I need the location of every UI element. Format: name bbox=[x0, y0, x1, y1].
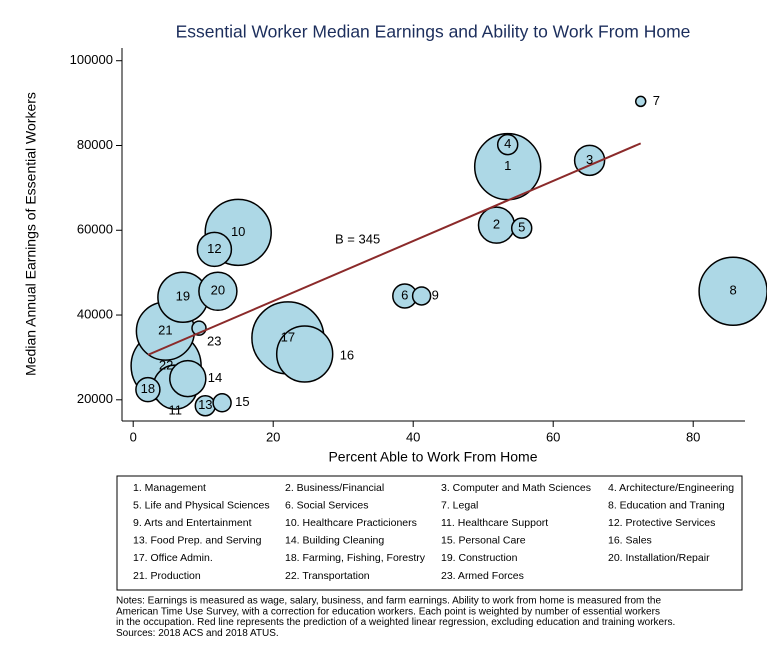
x-axis-title: Percent Able to Work From Home bbox=[328, 449, 537, 465]
legend-entry: 1. Management bbox=[133, 482, 206, 494]
legend-entry: 9. Arts and Entertainment bbox=[133, 517, 252, 529]
point-label: 21 bbox=[158, 323, 172, 338]
legend-entry: 3. Computer and Math Sciences bbox=[441, 482, 591, 494]
point-label: 10 bbox=[231, 224, 245, 239]
x-tick-label: 80 bbox=[686, 429, 700, 444]
bubble bbox=[510, 217, 533, 239]
y-tick-label: 80000 bbox=[77, 137, 113, 152]
bubble bbox=[196, 231, 233, 268]
legend-entry: 13. Food Prep. and Serving bbox=[133, 535, 262, 547]
legend-entry: 2. Business/Financial bbox=[285, 482, 384, 494]
point-label: 16 bbox=[340, 347, 354, 362]
point-label: 7 bbox=[653, 93, 660, 108]
x-tick-label: 60 bbox=[546, 429, 560, 444]
y-tick-label: 60000 bbox=[77, 222, 113, 237]
note: Notes: Earnings is measured as wage, sal… bbox=[116, 596, 661, 607]
point-label: 15 bbox=[235, 394, 249, 409]
legend-entry: 8. Education and Traning bbox=[608, 499, 725, 511]
y-axis-title: Median Annual Earnings of Essential Work… bbox=[23, 92, 39, 376]
point-label: 12 bbox=[207, 241, 221, 256]
bubble bbox=[496, 133, 519, 156]
annotation: B = 345 bbox=[335, 231, 380, 246]
point-label: 11 bbox=[168, 403, 182, 418]
legend-entry: 20. Installation/Repair bbox=[608, 552, 710, 564]
point-label: 6 bbox=[401, 287, 408, 302]
point-label: 3 bbox=[586, 152, 593, 167]
legend-entry: 15. Personal Care bbox=[441, 535, 526, 547]
x-tick-label: 40 bbox=[406, 429, 420, 444]
x-tick-label: 20 bbox=[266, 429, 280, 444]
legend-entry: 17. Office Admin. bbox=[133, 552, 213, 564]
bubble bbox=[411, 286, 432, 306]
point-label: 23 bbox=[207, 334, 221, 349]
bubble bbox=[275, 325, 334, 383]
legend-entry: 21. Production bbox=[133, 570, 201, 582]
bubble bbox=[212, 393, 232, 413]
point-label: 17 bbox=[281, 329, 295, 344]
point-label: 4 bbox=[504, 136, 511, 151]
point-label: 18 bbox=[141, 381, 155, 396]
point-label: 5 bbox=[518, 220, 525, 235]
bubble bbox=[135, 376, 161, 403]
legend-entry: 10. Healthcare Practicioners bbox=[285, 517, 417, 529]
point-label: 8 bbox=[729, 283, 736, 298]
bubble bbox=[198, 271, 238, 312]
regression-line bbox=[147, 142, 642, 356]
legend-entry: 22. Transportation bbox=[285, 570, 370, 582]
y-tick-label: 40000 bbox=[77, 306, 113, 321]
note: American Time Use Survey, with a correct… bbox=[116, 606, 660, 617]
point-label: 9 bbox=[432, 287, 439, 302]
bubble bbox=[634, 95, 647, 108]
legend-entry: 11. Healthcare Support bbox=[441, 517, 548, 529]
note: Sources: 2018 ACS and 2018 ATUS. bbox=[116, 628, 279, 639]
bubble bbox=[698, 256, 767, 327]
legend-entry: 5. Life and Physical Sciences bbox=[133, 499, 270, 511]
legend-entry: 12. Protective Services bbox=[608, 517, 715, 529]
legend-entry: 19. Construction bbox=[441, 552, 518, 564]
y-tick-label: 100000 bbox=[70, 52, 113, 67]
legend-entry: 18. Farming, Fishing, Forestry bbox=[285, 552, 426, 564]
x-tick-label: 0 bbox=[130, 429, 137, 444]
legend-entry: 7. Legal bbox=[441, 499, 478, 511]
legend-entry: 4. Architecture/Engineering bbox=[608, 482, 734, 494]
legend-box bbox=[116, 475, 743, 591]
point-label: 2 bbox=[493, 217, 500, 232]
y-tick-label: 20000 bbox=[77, 391, 113, 406]
point-label: 22 bbox=[159, 357, 173, 372]
legend-entry: 16. Sales bbox=[608, 535, 652, 547]
legend-entry: 6. Social Services bbox=[285, 499, 368, 511]
chart-title: Essential Worker Median Earnings and Abi… bbox=[176, 22, 691, 42]
point-label: 1 bbox=[504, 158, 511, 173]
note: in the occupation. Red line represents t… bbox=[116, 617, 675, 628]
legend-entry: 14. Building Cleaning bbox=[285, 535, 384, 547]
point-label: 13 bbox=[198, 397, 212, 412]
point-label: 20 bbox=[211, 283, 225, 298]
legend-entry: 23. Armed Forces bbox=[441, 570, 524, 582]
point-label: 19 bbox=[176, 289, 190, 304]
point-label: 14 bbox=[208, 370, 222, 385]
bubble bbox=[169, 359, 207, 398]
